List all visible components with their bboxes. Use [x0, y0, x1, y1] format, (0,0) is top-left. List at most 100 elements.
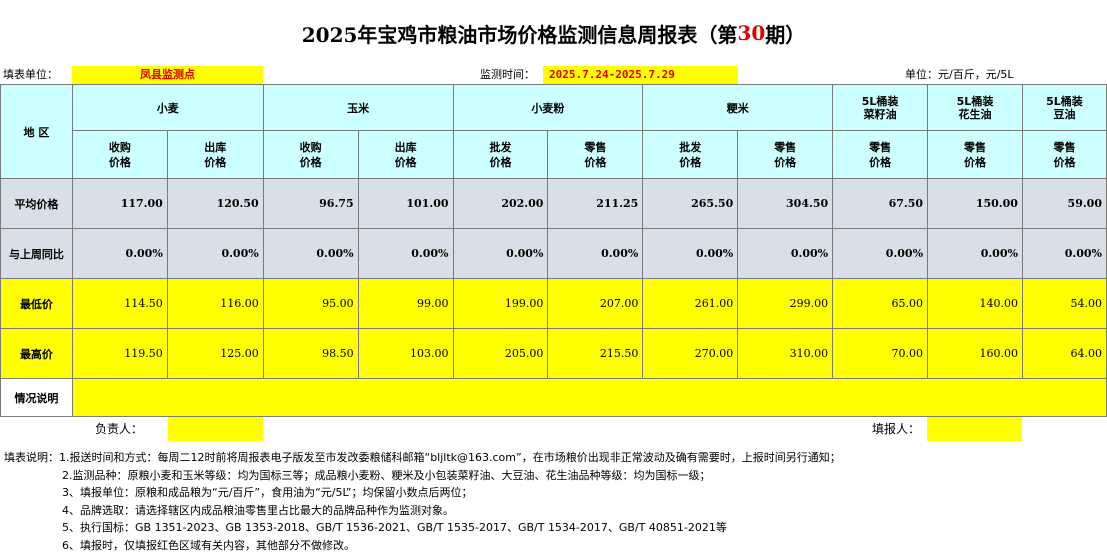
input-cell[interactable]: 207.00	[547, 278, 644, 329]
responsible-input-field[interactable]	[168, 417, 263, 441]
value-cell: 0.00%	[832, 228, 929, 279]
instructions-notes: 填表说明：1.报送时间和方式：每周二12时前将周报表电子版发至市发改委粮储科邮箱…	[4, 449, 1104, 554]
subheader: 零售 价格	[927, 130, 1023, 179]
subheader-line2: 价格	[774, 155, 797, 169]
input-cell[interactable]: 54.00	[1021, 278, 1107, 329]
table-row-average: 平均价格 117.00 120.50 96.75 101.00 202.00 2…	[0, 178, 1107, 229]
subheader-line1: 批发	[679, 140, 702, 154]
subheader-line2: 价格	[108, 155, 131, 169]
soybean-oil-line2: 豆油	[1053, 107, 1076, 121]
group-header-soybean-oil: 5L桶装 豆油	[1021, 84, 1107, 131]
subheader-line1: 出库	[204, 140, 227, 154]
value-cell: 0.00%	[262, 228, 359, 279]
note-line: 5、执行国标：GB 1351-2023、GB 1353-2018、GB/T 15…	[62, 521, 727, 534]
group-header-rice: 粳米	[642, 84, 834, 131]
value-cell: 67.50	[832, 178, 929, 229]
row-label-min: 最低价	[0, 278, 73, 329]
value-cell: 211.25	[547, 178, 644, 229]
row-label-remark: 情况说明	[0, 378, 73, 417]
subheader-line1: 零售	[1053, 140, 1076, 154]
unit-value-field[interactable]: 凤县监测点	[72, 66, 263, 84]
subheader: 批发 价格	[452, 130, 549, 179]
row-label-week-change: 与上周同比	[0, 228, 73, 279]
input-cell[interactable]: 125.00	[166, 328, 264, 379]
subheader-line2: 价格	[394, 155, 417, 169]
note-line: 4、品牌选取：请选择辖区内成品粮油零售里占比最大的品牌品种作为监测对象。	[62, 503, 454, 517]
title-prefix: 2025年宝鸡市粮油市场价格监测信息周报表（第	[301, 22, 738, 47]
report-info-row: 填表单位： 凤县监测点 监测时间： 2025.7.24-2025.7.29 单位…	[0, 66, 1107, 84]
title-issue-number: 30	[737, 21, 766, 45]
input-cell[interactable]: 140.00	[927, 278, 1023, 329]
subheader-line2: 价格	[1053, 155, 1076, 169]
value-cell: 304.50	[737, 178, 834, 229]
remark-input-cell[interactable]	[71, 378, 1107, 417]
peanut-oil-line2: 花生油	[958, 107, 992, 121]
subheader-line2: 价格	[964, 155, 986, 169]
input-cell[interactable]: 70.00	[832, 328, 929, 379]
rapeseed-oil-line1: 5L桶装	[861, 94, 899, 108]
input-cell[interactable]: 95.00	[262, 278, 359, 329]
subheader: 零售 价格	[737, 130, 834, 179]
input-cell[interactable]: 114.50	[71, 278, 168, 329]
note-line: 2.监测品种：原粮小麦和玉米等级：均为国标三等；成品粮小麦粉、粳米及小包装菜籽油…	[62, 468, 711, 482]
input-cell[interactable]: 199.00	[452, 278, 549, 329]
group-header-wheat: 小麦	[71, 84, 264, 131]
input-cell[interactable]: 99.00	[357, 278, 454, 329]
unit-label: 填表单位：	[3, 68, 58, 81]
time-value-field[interactable]: 2025.7.24-2025.7.29	[543, 66, 738, 84]
group-header-peanut-oil: 5L桶装 花生油	[927, 84, 1023, 131]
value-cell: 0.00%	[166, 228, 264, 279]
input-cell[interactable]: 65.00	[832, 278, 929, 329]
input-cell[interactable]: 116.00	[166, 278, 264, 329]
soybean-oil-line1: 5L桶装	[1046, 94, 1083, 108]
value-cell: 101.00	[357, 178, 454, 229]
input-cell[interactable]: 160.00	[927, 328, 1023, 379]
price-table: 地 区 小麦 玉米 小麦粉 粳米 5L桶装 菜籽油 5L桶装 花生油 5L桶装 豆油 …	[0, 84, 1107, 417]
input-cell[interactable]: 205.00	[452, 328, 549, 379]
filler-label: 填报人：	[872, 422, 921, 436]
subheader: 零售 价格	[832, 130, 929, 179]
title-suffix: 期）	[765, 22, 806, 47]
subheader: 收购 价格	[71, 130, 168, 179]
value-cell: 0.00%	[547, 228, 644, 279]
value-cell: 0.00%	[357, 228, 454, 279]
table-row-remark: 情况说明	[0, 378, 1107, 417]
subheader: 批发 价格	[642, 130, 739, 179]
subheader: 零售 价格	[547, 130, 644, 179]
input-cell[interactable]: 299.00	[737, 278, 834, 329]
table-row-min: 最低价 114.50 116.00 95.00 99.00 199.00 207…	[0, 278, 1107, 329]
report-title: 2025年宝鸡市粮油市场价格监测信息周报表（第 30 期）	[0, 0, 1107, 66]
subheader-line2: 价格	[489, 155, 512, 169]
input-cell[interactable]: 310.00	[737, 328, 834, 379]
region-header: 地 区	[0, 84, 73, 179]
input-cell[interactable]: 98.50	[262, 328, 359, 379]
subheader: 零售 价格	[1021, 130, 1107, 179]
subheader-line1: 出库	[394, 140, 417, 154]
input-cell[interactable]: 64.00	[1021, 328, 1107, 379]
value-cell: 202.00	[452, 178, 549, 229]
value-cell: 0.00%	[737, 228, 834, 279]
table-row-max: 最高价 119.50 125.00 98.50 103.00 205.00 21…	[0, 328, 1107, 379]
subheader-line1: 零售	[584, 140, 607, 154]
input-cell[interactable]: 215.50	[547, 328, 644, 379]
subheader-line2: 价格	[869, 155, 892, 169]
filler-input-field[interactable]	[927, 417, 1022, 441]
subheader-line1: 收购	[299, 140, 322, 154]
price-unit-label: 单位：元/百斤，元/5L	[905, 68, 1014, 81]
input-cell[interactable]: 270.00	[642, 328, 739, 379]
value-cell: 0.00%	[452, 228, 549, 279]
value-cell: 0.00%	[642, 228, 739, 279]
input-cell[interactable]: 119.50	[71, 328, 168, 379]
value-cell: 0.00%	[927, 228, 1023, 279]
input-cell[interactable]: 103.00	[357, 328, 454, 379]
subheader: 收购 价格	[262, 130, 359, 179]
row-label-average: 平均价格	[0, 178, 73, 229]
group-header-corn: 玉米	[262, 84, 454, 131]
input-cell[interactable]: 261.00	[642, 278, 739, 329]
subheader-line1: 零售	[774, 140, 797, 154]
table-row-week-change: 与上周同比 0.00% 0.00% 0.00% 0.00% 0.00% 0.00…	[0, 228, 1107, 279]
value-cell: 120.50	[166, 178, 264, 229]
responsible-label: 负责人：	[95, 422, 144, 436]
group-header-rapeseed-oil: 5L桶装 菜籽油	[832, 84, 929, 131]
row-label-max: 最高价	[0, 328, 73, 379]
